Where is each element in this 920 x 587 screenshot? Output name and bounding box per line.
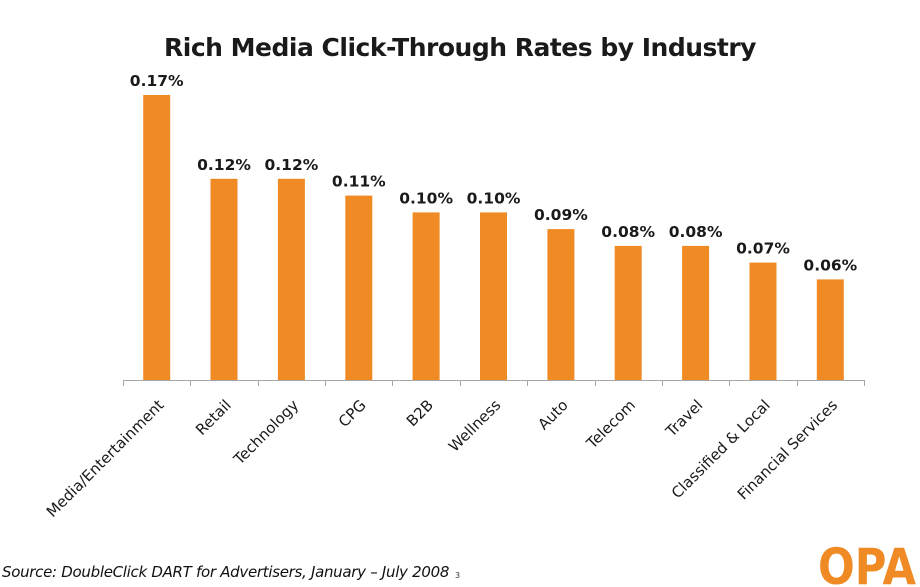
value-label: 0.07%	[736, 240, 790, 258]
bar-media-entertainment	[143, 95, 171, 380]
bar-telecom	[614, 245, 642, 380]
value-label: 0.10%	[399, 189, 453, 207]
category-label: Wellness	[445, 396, 504, 455]
category-label: Telecom	[582, 396, 639, 453]
bar-travel	[682, 245, 710, 380]
chart-title: Rich Media Click-Through Rates by Indust…	[164, 33, 756, 62]
value-label: 0.08%	[601, 223, 655, 241]
category-label: CPG	[335, 396, 370, 431]
bar-classified-local	[749, 262, 777, 380]
value-labels-group: 0.17% 0.12% 0.12% 0.11% 0.10% 0.10% 0.09% 0.08%…	[130, 72, 858, 274]
category-label: Travel	[661, 396, 706, 441]
category-label: Technology	[229, 396, 302, 469]
value-label: 0.09%	[534, 206, 588, 224]
value-label: 0.12%	[265, 156, 319, 174]
value-label: 0.12%	[197, 156, 251, 174]
category-label: Retail	[192, 396, 235, 439]
value-label: 0.17%	[130, 72, 184, 90]
category-label: B2B	[403, 396, 437, 430]
x-axis	[123, 380, 865, 386]
value-label: 0.10%	[467, 189, 521, 207]
bar-financial-services	[816, 279, 844, 380]
page-number: 3	[455, 571, 461, 580]
source-note: Source: DoubleClick DART for Advertisers…	[2, 563, 450, 581]
bar-wellness	[480, 212, 507, 380]
bar-retail	[210, 178, 238, 380]
value-label: 0.06%	[803, 256, 857, 274]
opa-logo: OPA	[818, 538, 916, 587]
bar-chart: 0.17% 0.12% 0.12% 0.11% 0.10% 0.10% 0.09% 0.08%…	[43, 72, 865, 521]
bars-group	[143, 95, 844, 380]
category-label: Media/Entertainment	[43, 396, 168, 521]
value-label: 0.11%	[332, 173, 386, 191]
category-label: Auto	[534, 396, 571, 433]
bar-technology	[277, 178, 305, 380]
opa-logo-text: OPA	[818, 538, 916, 587]
bar-cpg	[345, 195, 373, 380]
bar-auto	[547, 229, 575, 380]
bar-b2b	[412, 212, 440, 380]
value-label: 0.08%	[669, 223, 723, 241]
